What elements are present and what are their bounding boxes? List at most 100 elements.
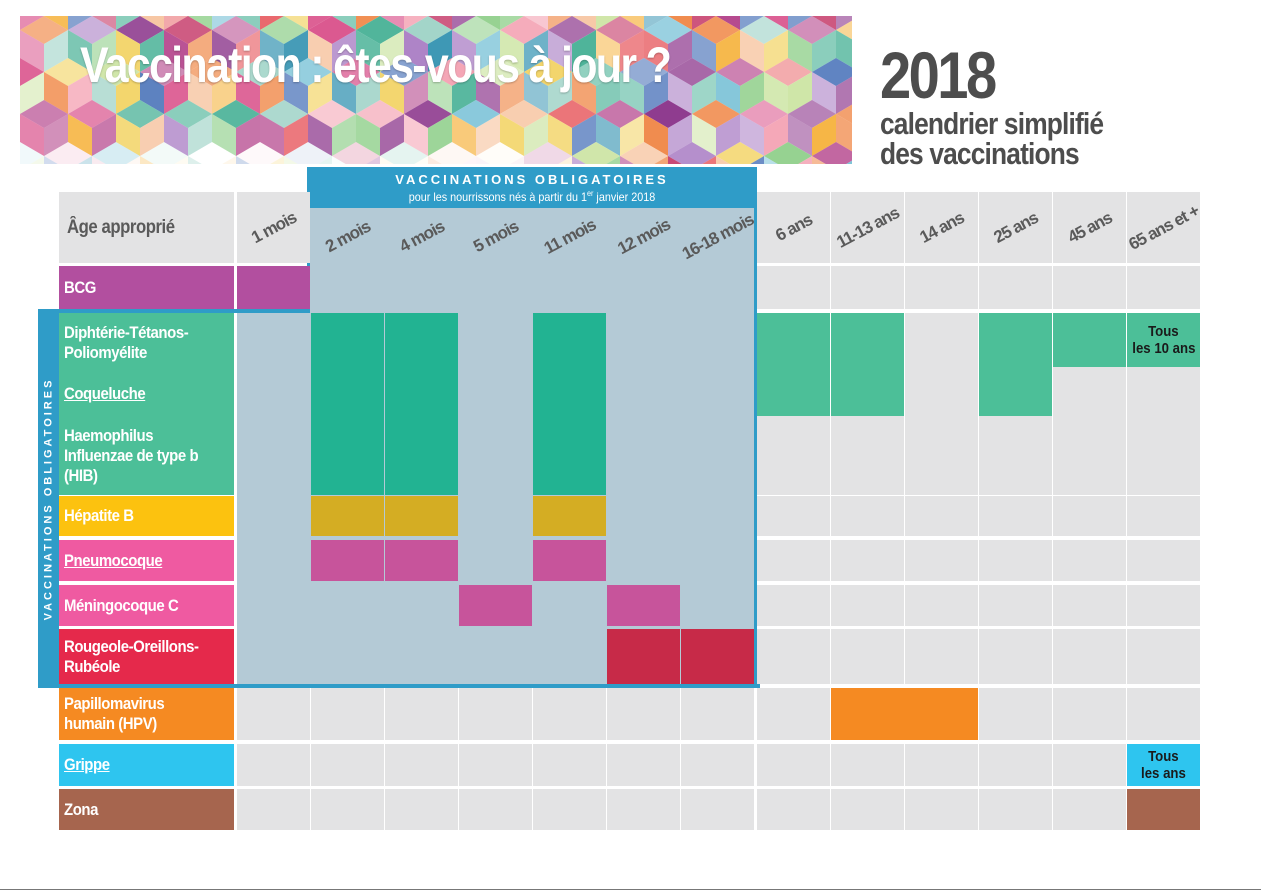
age-header-8: 6 ans — [757, 192, 830, 263]
mandatory-cell-r5-c4 — [533, 629, 606, 684]
dose-pneumo-11mois — [533, 540, 606, 581]
empty-cell-hpv-3 — [459, 688, 532, 740]
empty-cell-r5-c12 — [1127, 629, 1200, 684]
empty-cell-bcg-9 — [905, 266, 978, 309]
empty-cell-r4-c9 — [905, 585, 978, 626]
empty-cell-grippe-4 — [533, 744, 606, 786]
empty-cell-grippe-2 — [385, 744, 458, 786]
empty-cell-r1-c8 — [831, 416, 904, 495]
empty-cell-hpv-7 — [757, 688, 830, 740]
age-header-10: 14 ans — [905, 192, 978, 263]
dose-dtp-2mois — [311, 313, 384, 495]
mandatory-cell-r1-c5 — [607, 313, 680, 495]
empty-cell-zona-9 — [905, 789, 978, 830]
dose-dtp-4mois — [385, 313, 458, 495]
empty-cell-r2-c7 — [757, 496, 830, 536]
age-header-12: 45 ans — [1053, 192, 1126, 263]
note-dtp-65-line2: les 10 ans — [1131, 340, 1196, 357]
empty-cell-zona-4 — [533, 789, 606, 830]
vaccine-label-dtp: Diphtérie-Tétanos- Poliomyélite — [59, 313, 234, 372]
age-header-4: 5 mois — [459, 210, 532, 263]
empty-cell-grippe-3 — [459, 744, 532, 786]
age-header-label-4: 5 mois — [469, 216, 521, 256]
dose-ror-16-18mois — [681, 629, 754, 684]
mandatory-cell-r0-c5 — [607, 266, 680, 309]
empty-cell-r1-c12 — [1127, 416, 1200, 495]
mandatory-cell-r4-c2 — [385, 585, 458, 626]
age-header-5: 11 mois — [533, 210, 606, 263]
dose-bcg-1mois — [237, 266, 310, 309]
mandatory-cell-r4-c6 — [681, 585, 754, 626]
dose-dtp-11-13ans — [831, 313, 904, 416]
empty-cell-r4-c11 — [1053, 585, 1126, 626]
age-header-11: 25 ans — [979, 192, 1052, 263]
empty-cell-r2-c8 — [831, 496, 904, 536]
vaccine-label-hib: Haemophilus Influenzae de type b (HIB) — [59, 416, 234, 495]
vaccine-label-coqueluche: Coqueluche — [59, 372, 234, 416]
mandatory-cell-r2-c5 — [607, 496, 680, 536]
empty-cell-hpv-0 — [237, 688, 310, 740]
mandatory-cell-r5-c1 — [311, 629, 384, 684]
mandatory-cell-r4-c4 — [533, 585, 606, 626]
empty-cell-grippe-0 — [237, 744, 310, 786]
empty-cell-r2-c10 — [979, 496, 1052, 536]
dose-dtp-45ans — [1053, 313, 1126, 367]
empty-cell-zona-2 — [385, 789, 458, 830]
vaccine-label-bcg: BCG — [59, 266, 234, 309]
empty-cell-bcg-12 — [1127, 266, 1200, 309]
empty-cell-r1-c7 — [757, 416, 830, 495]
empty-cell-r3-c11 — [1053, 540, 1126, 581]
empty-cell-r1-c11 — [1053, 416, 1126, 495]
age-header-9: 11-13 ans — [831, 192, 904, 263]
age-header-3: 4 mois — [385, 210, 458, 263]
age-header-label-7: 16-18 mois — [678, 209, 757, 263]
page-title: Vaccination : êtes-vous à jour ? — [80, 37, 672, 93]
mandatory-cell-r3-c3 — [459, 540, 532, 581]
empty-cell-r3-c9 — [905, 540, 978, 581]
empty-cell-r2-c9 — [905, 496, 978, 536]
dose-dtp-11mois — [533, 313, 606, 495]
mandatory-header: VACCINATIONS OBLIGATOIRES pour les nourr… — [307, 167, 757, 208]
calendar-year: 2018 — [880, 38, 997, 112]
mandatory-cell-r1-c3 — [459, 313, 532, 495]
empty-cell-hpv-11 — [1053, 688, 1126, 740]
vaccine-label-hepb: Hépatite B — [59, 496, 234, 536]
empty-cell-r5-c9 — [905, 629, 978, 684]
dose-dtp-25ans — [979, 313, 1052, 416]
empty-cell-grippe-5 — [607, 744, 680, 786]
empty-cell-grippe-7 — [757, 744, 830, 786]
empty-cell-hpv-5 — [607, 688, 680, 740]
mandatory-cell-r2-c6 — [681, 496, 754, 536]
age-header-label-1: 1 mois — [247, 207, 299, 247]
empty-cell-coq-65 — [1127, 367, 1200, 416]
empty-cell-zona-8 — [831, 789, 904, 830]
age-header-label-13: 65 ans et + — [1125, 200, 1202, 254]
empty-cell-r5-c10 — [979, 629, 1052, 684]
empty-cell-r4-c7 — [757, 585, 830, 626]
age-header-label-8: 6 ans — [771, 209, 815, 245]
mandatory-cell-r4-c1 — [311, 585, 384, 626]
empty-cell-grippe-11 — [1053, 744, 1126, 786]
empty-cell-hpv-12 — [1127, 688, 1200, 740]
empty-cell-r3-c12 — [1127, 540, 1200, 581]
vaccine-label-hpv: Papillomavirus humain (HPV) — [59, 688, 234, 740]
age-header-7: 16-18 mois — [678, 209, 757, 263]
empty-cell-coq-45 — [1053, 367, 1126, 416]
dose-zona-65ans — [1127, 789, 1200, 830]
empty-cell-zona-6 — [681, 789, 754, 830]
dose-dtp-65ans: Tous les 10 ans — [1127, 313, 1200, 367]
empty-cell-grippe-1 — [311, 744, 384, 786]
empty-cell-zona-11 — [1053, 789, 1126, 830]
age-header-label-3: 4 mois — [395, 216, 447, 256]
mandatory-cell-r0-c1 — [311, 266, 384, 309]
mandatory-cell-1mois — [237, 313, 310, 684]
empty-cell-r4-c8 — [831, 585, 904, 626]
empty-cell-r4-c10 — [979, 585, 1052, 626]
empty-cell-r2-c11 — [1053, 496, 1126, 536]
age-header-label-6: 12 mois — [613, 214, 673, 258]
empty-cell-bcg-11 — [1053, 266, 1126, 309]
mandatory-header-subtitle: pour les nourrissons nés à partir du 1er… — [408, 189, 656, 204]
age-header-label-2: 2 mois — [321, 216, 373, 256]
calendar-subtitle-line1: calendrier simplifié — [880, 106, 1104, 141]
mandatory-cell-r5-c2 — [385, 629, 458, 684]
